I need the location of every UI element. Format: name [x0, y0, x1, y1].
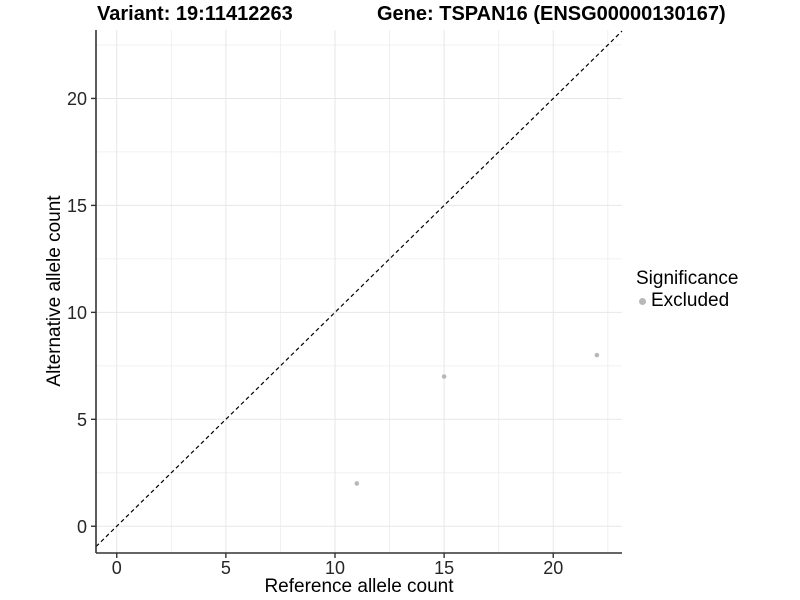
identity-line: [95, 30, 623, 548]
y-tick-label: 10: [67, 303, 87, 323]
legend-item-label: Excluded: [651, 290, 730, 311]
y-tick-label: 15: [67, 196, 87, 216]
y-tick-label: 5: [77, 410, 87, 430]
legend-title: Significance: [636, 268, 739, 289]
excluded-point-swatch: [639, 297, 646, 305]
x-tick-label: 15: [434, 558, 454, 578]
x-axis-title: Reference allele count: [264, 576, 454, 597]
plot-title-variant: Variant: 19:11412263: [97, 3, 293, 25]
data-point: [441, 374, 447, 379]
legend: Significance Excluded: [636, 268, 738, 312]
legend-item-excluded: Excluded: [636, 290, 738, 312]
x-tick-label: 5: [221, 558, 231, 578]
data-point: [594, 352, 600, 358]
plot-title-gene: Gene: TSPAN16 (ENSG00000130167): [377, 3, 726, 25]
data-point: [354, 481, 360, 486]
x-tick-label: 10: [325, 558, 345, 578]
x-tick-label: 0: [112, 558, 122, 578]
y-tick-label: 0: [77, 517, 87, 537]
x-tick-label: 20: [543, 558, 563, 578]
y-tick-label: 20: [67, 89, 87, 109]
